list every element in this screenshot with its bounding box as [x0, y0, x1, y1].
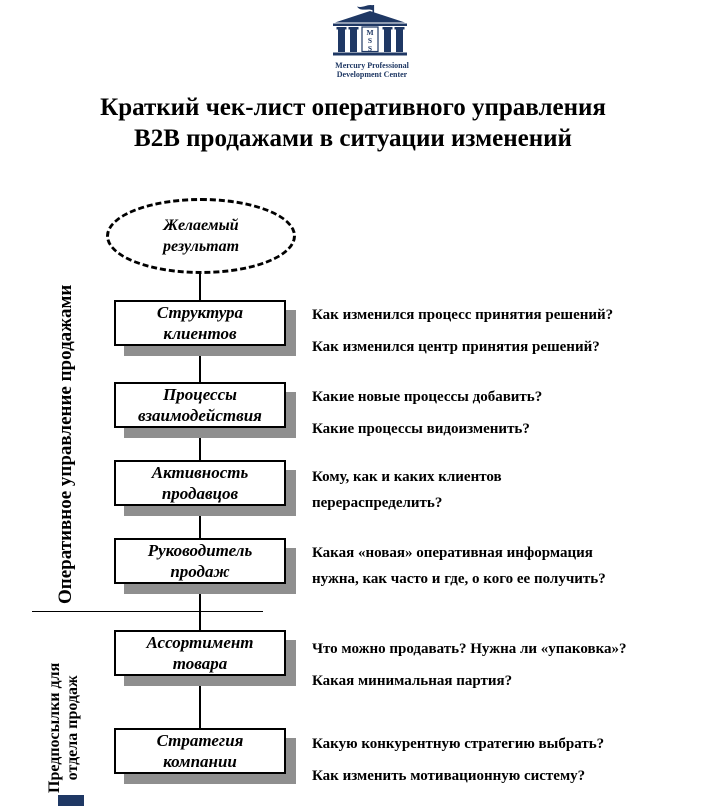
section-divider-line [32, 611, 263, 612]
question-text: Какая «новая» оперативная информация нуж… [312, 545, 606, 587]
question-text: Кому, как и каких клиентов перераспредел… [312, 469, 502, 511]
desired-result-label: Желаемый результат [162, 217, 240, 255]
question-text: Что можно продавать? Нужна ли «упаковка»… [312, 641, 627, 657]
side-label-operational-management: Оперативное управление продажами [55, 284, 76, 604]
box-product-assortment: Ассортимент товара [114, 630, 286, 676]
logo-monogram-letter: M [366, 28, 373, 37]
question-text: Как изменился центр принятия решений? [312, 339, 600, 355]
entablature [333, 23, 407, 26]
question-text: Какие новые процессы добавить? [312, 389, 543, 405]
question-text: Какая минимальная партия? [312, 673, 513, 689]
logo-org-line-1: Mercury Professional [335, 61, 409, 70]
box-seller-activity: Активность продавцов [114, 460, 286, 506]
box-sales-manager: Руководитель продаж [114, 538, 286, 584]
title-line-2: В2В продажами в ситуации изменений [134, 125, 572, 152]
question-text: Какую конкурентную стратегию выбрать? [312, 736, 605, 752]
box-interaction-processes: Процессы взаимодействия [114, 382, 286, 428]
temple-base [333, 52, 407, 56]
column [350, 29, 357, 52]
box-company-strategy: Стратегия компании [114, 728, 286, 774]
cropped-blue-fragment [58, 795, 84, 806]
page-title: Краткий чек-лист оперативного управления… [0, 92, 706, 154]
logo-monogram-letter: S [368, 44, 372, 53]
monogram-panel [361, 26, 379, 53]
logo-org-line-2: Development Center [336, 70, 408, 79]
box-client-structure: Структура клиентов [114, 300, 286, 346]
logo: M S S [332, 4, 408, 62]
question-text: Как изменить мотивационную систему? [312, 768, 586, 784]
logo-org-name: Mercury Professional Development Center [302, 61, 442, 79]
desired-result-ellipse: Желаемый результат [106, 198, 296, 274]
mercury-temple-icon: M S S [333, 5, 407, 56]
title-line-1: Краткий чек-лист оперативного управления [100, 94, 606, 121]
question-text: Какие процессы видоизменить? [312, 421, 530, 437]
side-label-preconditions: Предпосылки для отдела продаж [46, 662, 81, 793]
question-text: Как изменился процесс принятия решений? [312, 307, 614, 323]
logo-monogram-letter: S [368, 36, 372, 45]
flag-pole [372, 5, 375, 18]
flag-icon [357, 5, 373, 11]
column [384, 29, 391, 52]
column [338, 29, 345, 52]
column [396, 29, 403, 52]
pediment [335, 11, 405, 23]
